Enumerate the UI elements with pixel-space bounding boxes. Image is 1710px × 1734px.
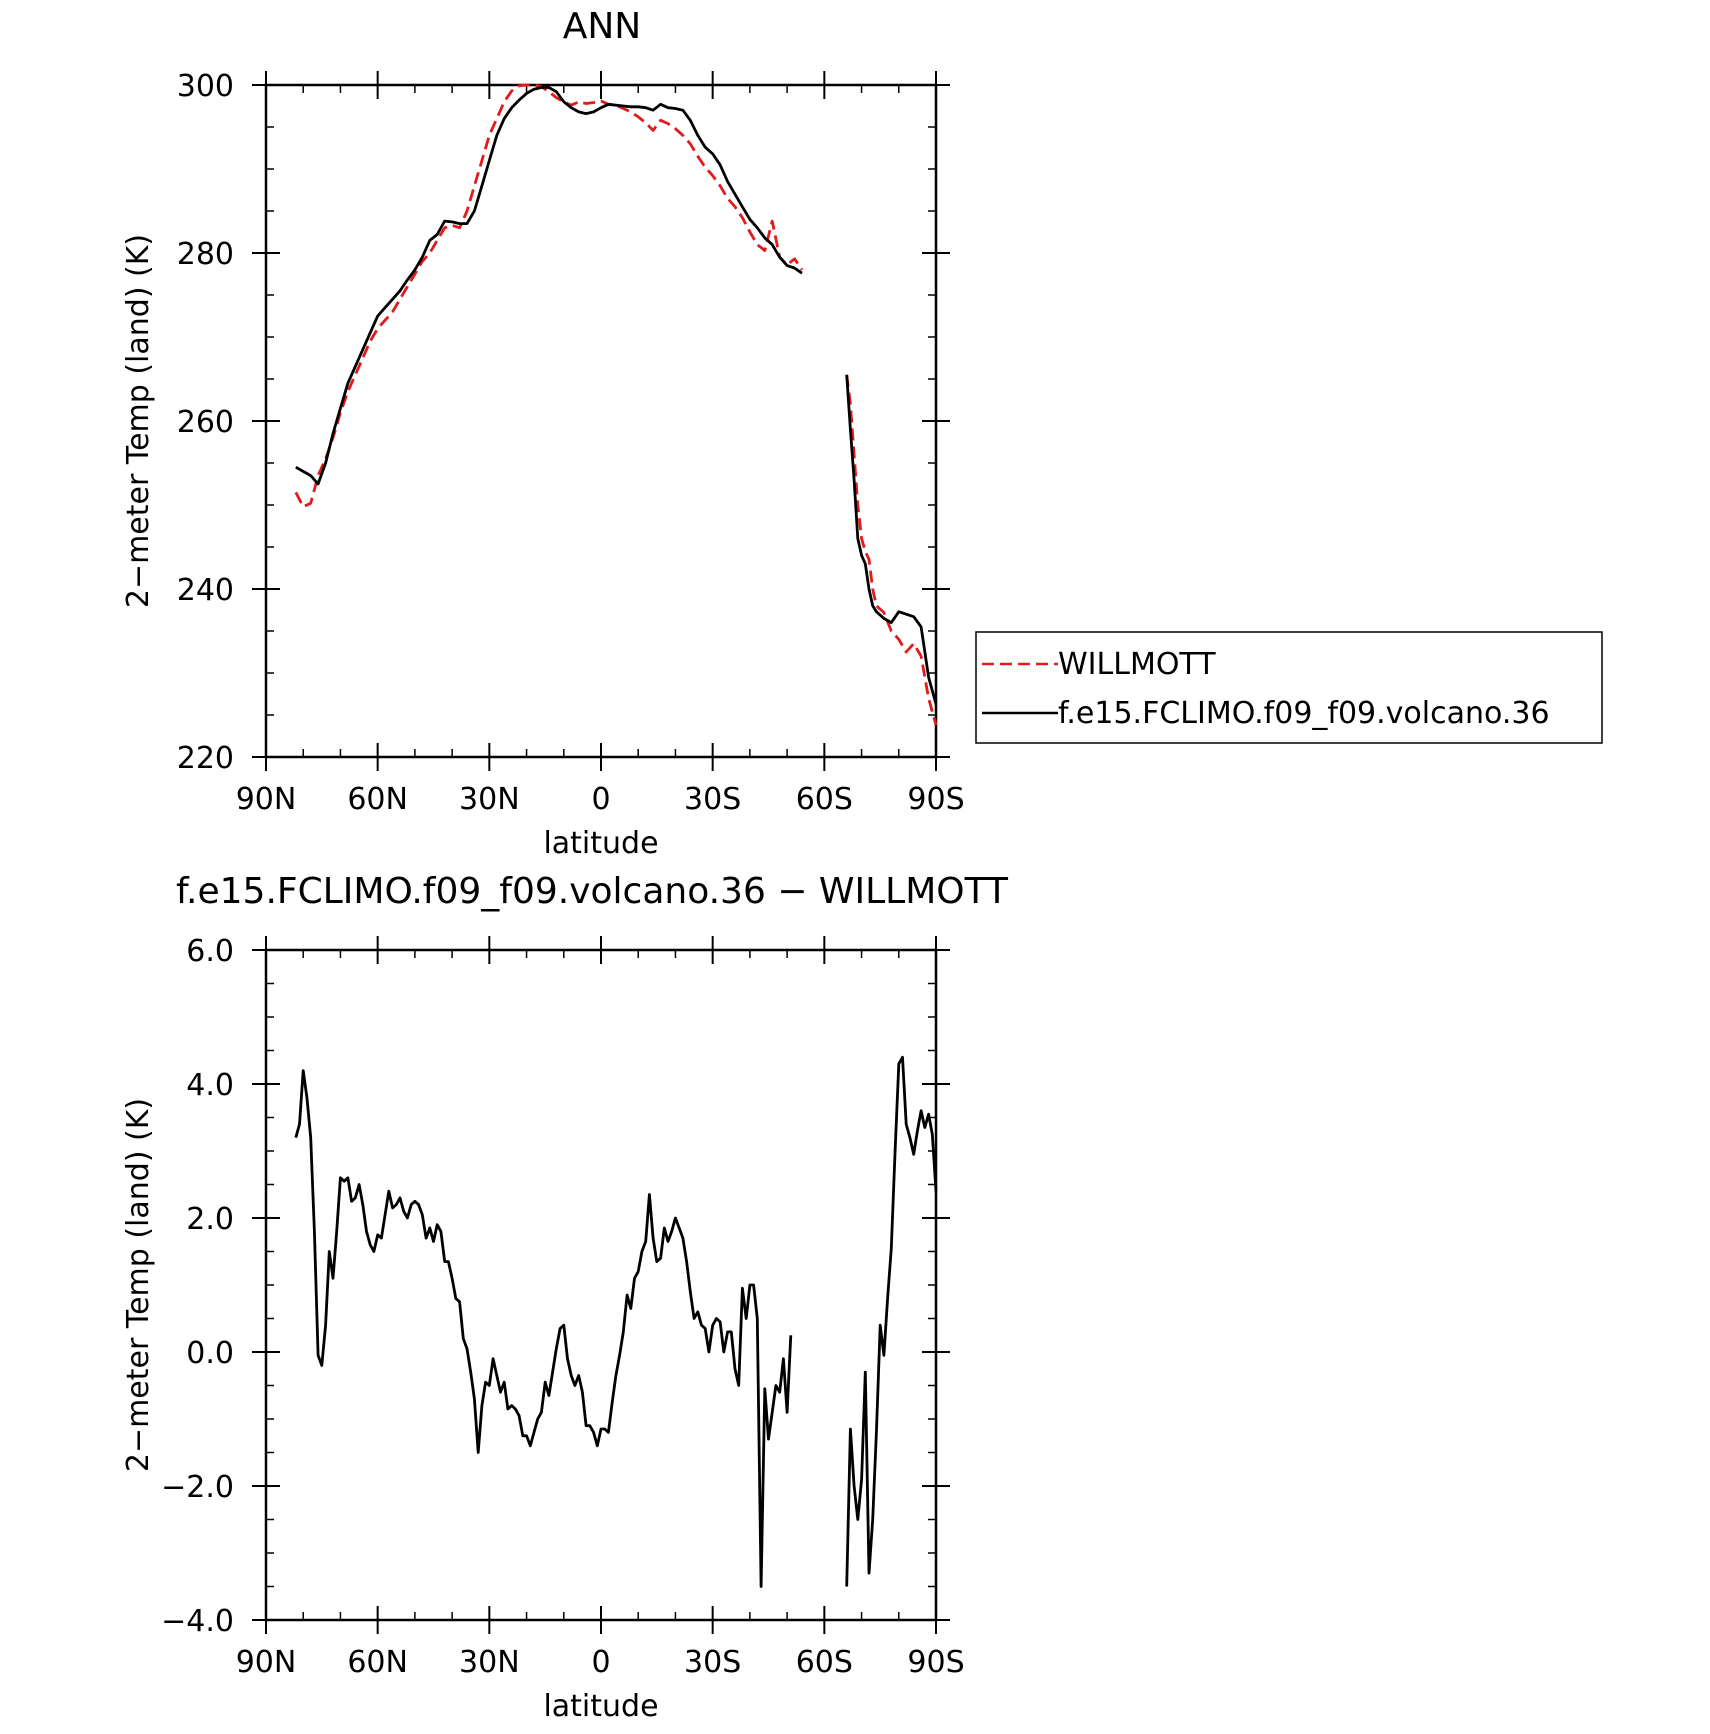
legend-label-model: f.e15.FCLIMO.f09_f09.volcano.36	[1058, 696, 1550, 731]
series-line-willmott	[294, 83, 804, 509]
y-tick-label: 220	[177, 741, 234, 776]
series-line-willmott	[845, 374, 938, 726]
series-line-model	[295, 86, 803, 486]
x-tick-label: 30S	[684, 1645, 741, 1680]
x-tick-label: 60S	[796, 782, 853, 817]
x-tick-label: 30N	[459, 782, 520, 817]
y-tick-label: 6.0	[186, 934, 234, 969]
x-tick-label: 60S	[796, 1645, 853, 1680]
legend-label-willmott: WILLMOTT	[1058, 647, 1216, 682]
legend: WILLMOTT f.e15.FCLIMO.f09_f09.volcano.36	[975, 631, 1603, 744]
bottom-difference-plot: 90N 60N 30N 0 30S 60S 90S −4.0 −2.0 0.0 2.0 4.0 6.0 l…	[121, 934, 965, 1724]
top-temperature-plot: 90N 60N 30N 0 30S 60S 90S 220 240 260 280 300 latitu…	[121, 69, 965, 861]
x-tick-label: 90N	[236, 1645, 297, 1680]
x-tick-label: 0	[591, 1645, 610, 1680]
y-axis-label: 2−meter Temp (land) (K)	[121, 234, 156, 608]
plot-frame	[264, 83, 938, 759]
x-axis-label: latitude	[543, 826, 658, 861]
y-tick-label: 2.0	[186, 1202, 234, 1237]
legend-box	[975, 631, 1603, 744]
x-tick-label: 60N	[347, 1645, 408, 1680]
series-line-difference	[845, 1055, 938, 1587]
y-tick-label: 280	[177, 237, 234, 272]
x-tick-label: 0	[591, 782, 610, 817]
x-tick-label: 90S	[907, 1645, 964, 1680]
x-tick-label: 60N	[347, 782, 408, 817]
bottom-chart-title: f.e15.FCLIMO.f09_f09.volcano.36 − WILLMO…	[176, 871, 1009, 912]
x-tick-label: 30N	[459, 1645, 520, 1680]
series-line-model	[845, 374, 938, 705]
x-tick-label: 30S	[684, 782, 741, 817]
y-tick-label: 260	[177, 405, 234, 440]
series-line-difference	[294, 1069, 793, 1588]
top-chart-title: ANN	[563, 6, 642, 47]
x-tick-label: 90S	[907, 782, 964, 817]
plot-frame	[264, 948, 938, 1622]
y-tick-label: 300	[177, 69, 234, 104]
y-tick-label: 4.0	[186, 1068, 234, 1103]
y-tick-label: 240	[177, 573, 234, 608]
y-tick-label: 0.0	[186, 1336, 234, 1371]
y-tick-label: −4.0	[161, 1604, 234, 1639]
x-tick-label: 90N	[236, 782, 297, 817]
y-axis-label: 2−meter Temp (land) (K)	[121, 1098, 156, 1472]
y-tick-label: −2.0	[161, 1470, 234, 1505]
x-axis-label: latitude	[543, 1689, 658, 1724]
